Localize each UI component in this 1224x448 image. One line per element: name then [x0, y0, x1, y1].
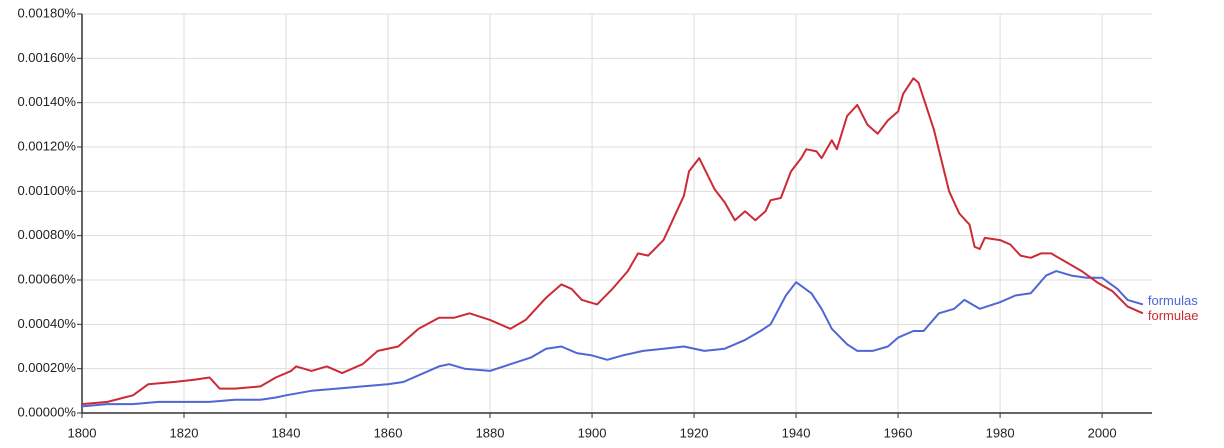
- x-tick-label: 1920: [680, 425, 709, 440]
- y-tick-label: 0.00000%: [17, 404, 76, 419]
- y-tick-label: 0.00060%: [17, 271, 76, 286]
- legend-label: formulae: [1148, 308, 1199, 323]
- x-tick-label: 1820: [170, 425, 199, 440]
- x-tick-label: 1900: [578, 425, 607, 440]
- y-tick-label: 0.00100%: [17, 183, 76, 198]
- x-tick-label: 1840: [272, 425, 301, 440]
- x-tick-label: 1960: [884, 425, 913, 440]
- series-line: [81, 270, 1144, 408]
- x-tick-label: 1800: [68, 425, 97, 440]
- y-tick-label: 0.00140%: [17, 94, 76, 109]
- x-tick-label: 1980: [986, 425, 1015, 440]
- x-tick-label: 1940: [782, 425, 811, 440]
- y-tick-label: 0.00080%: [17, 227, 76, 242]
- x-tick-label: 1880: [476, 425, 505, 440]
- series-line: [81, 77, 1144, 406]
- y-tick-label: 0.00160%: [17, 50, 76, 65]
- y-tick-label: 0.00180%: [17, 5, 76, 20]
- y-tick-label: 0.00020%: [17, 360, 76, 375]
- y-tick-label: 0.00120%: [17, 138, 76, 153]
- x-tick-label: 2000: [1088, 425, 1117, 440]
- legend-label: formulas: [1148, 293, 1198, 308]
- x-tick-label: 1860: [374, 425, 403, 440]
- y-tick-label: 0.00040%: [17, 316, 76, 331]
